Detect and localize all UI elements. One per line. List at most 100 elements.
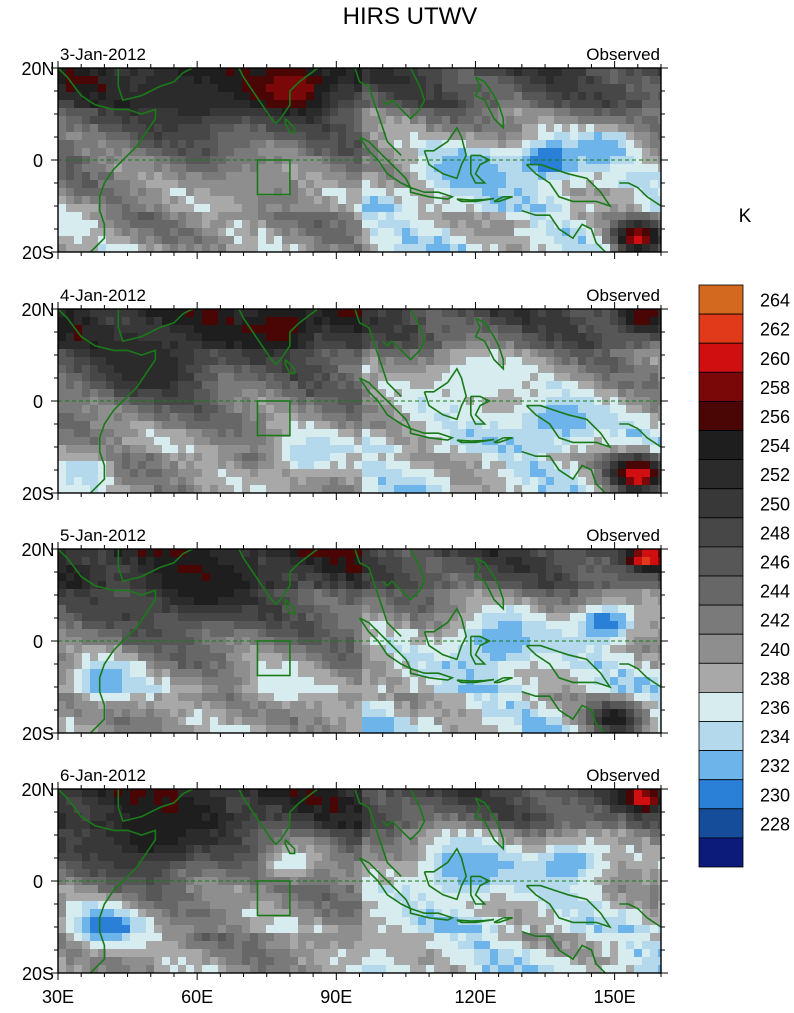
field-cell [290, 228, 299, 237]
field-cell [218, 413, 227, 422]
field-cell [298, 148, 307, 157]
field-cell [130, 333, 139, 342]
field-cell [658, 373, 661, 382]
field-cell [450, 196, 459, 205]
field-cell [642, 429, 651, 438]
field-cell [402, 589, 411, 598]
field-cell [234, 357, 243, 366]
field-cell [314, 188, 323, 197]
field-cell [74, 220, 83, 229]
field-cell [554, 84, 563, 93]
field-cell [218, 629, 227, 638]
field-cell [138, 381, 147, 390]
field-cell [250, 172, 259, 181]
field-cell [282, 244, 291, 252]
field-cell [634, 461, 643, 470]
field-cell [162, 581, 171, 590]
coastline [238, 309, 319, 366]
field-cell [162, 333, 171, 342]
field-cell [426, 116, 435, 125]
field-cell [130, 244, 139, 252]
field-cell [346, 244, 355, 252]
field-cell [610, 116, 619, 125]
field-cell [130, 309, 139, 318]
field-cell [298, 549, 307, 558]
field-cell [330, 92, 339, 101]
field-cell [258, 629, 267, 638]
field-cell [538, 373, 547, 382]
field-cell [530, 669, 539, 678]
field-cell [130, 236, 139, 245]
field-cell [442, 381, 451, 390]
field-cell [538, 172, 547, 181]
field-cell [298, 645, 307, 654]
field-cell [402, 124, 411, 133]
field-cell [98, 669, 107, 678]
field-cell [330, 204, 339, 213]
field-cell [114, 156, 123, 165]
field-cell [618, 116, 627, 125]
field-cell [290, 597, 299, 606]
field-cell [274, 477, 283, 486]
field-cell [530, 557, 539, 566]
field-cell [378, 212, 387, 221]
field-cell [610, 461, 619, 470]
field-cell [562, 309, 571, 318]
field-cell [554, 180, 563, 189]
field-cell [274, 581, 283, 590]
field-cell [594, 212, 603, 221]
field-cell [138, 629, 147, 638]
field-cell [162, 204, 171, 213]
field-cell [522, 108, 531, 117]
field-cell [66, 629, 75, 638]
field-cell [594, 461, 603, 470]
field-cell [106, 589, 115, 598]
field-cell [394, 172, 403, 181]
field-cell [178, 124, 187, 133]
field-cell [98, 132, 107, 141]
field-cell [210, 573, 219, 582]
field-cell [250, 373, 259, 382]
field-cell [410, 76, 419, 85]
field-cell [370, 132, 379, 141]
field-cell [266, 365, 275, 374]
field-cell [594, 333, 603, 342]
field-cell [546, 549, 555, 558]
field-cell [402, 365, 411, 374]
field-cell [258, 164, 267, 173]
field-cell [594, 204, 603, 213]
field-cell [602, 140, 611, 149]
field-cell [658, 549, 661, 558]
field-cell [514, 477, 523, 486]
field-cell [514, 341, 523, 350]
field-cell [530, 140, 539, 149]
field-cell [130, 421, 139, 430]
field-cell [394, 613, 403, 622]
field-cell [66, 212, 75, 221]
field-cell [530, 461, 539, 470]
field-cell [186, 477, 195, 486]
field-cell [346, 100, 355, 109]
field-cell [194, 581, 203, 590]
field-cell [506, 549, 515, 558]
field-cell [618, 413, 627, 422]
field-cell [314, 172, 323, 181]
field-cell [482, 453, 491, 462]
field-cell [218, 381, 227, 390]
field-cell [554, 413, 563, 422]
field-cell [378, 180, 387, 189]
field-cell [290, 637, 299, 646]
field-cell [490, 108, 499, 117]
field-cell [106, 236, 115, 245]
field-cell [282, 629, 291, 638]
field-cell [570, 140, 579, 149]
field-cell [570, 381, 579, 390]
field-cell [458, 100, 467, 109]
field-cell [242, 389, 251, 398]
field-cell [258, 677, 267, 686]
field-cell [458, 373, 467, 382]
field-cell [522, 309, 531, 318]
field-cell [538, 317, 547, 326]
field-cell [538, 116, 547, 125]
field-cell [506, 669, 515, 678]
